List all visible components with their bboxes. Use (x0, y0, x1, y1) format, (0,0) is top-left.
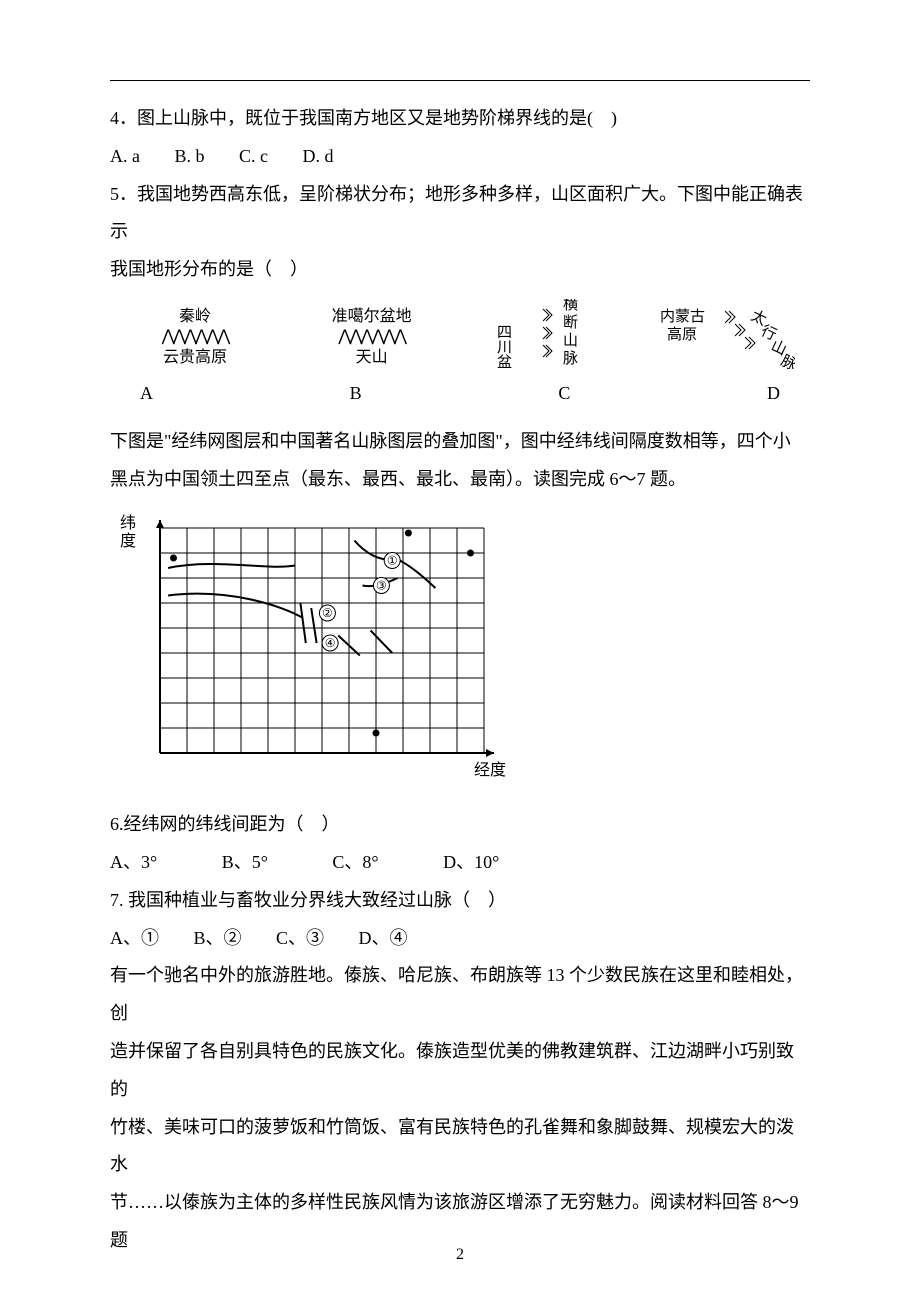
page-number: 2 (0, 1238, 920, 1272)
q5-figure-row: 秦岭 ⋀⋀⋀⋀⋀⋀ 云贵高原 准噶尔盆地 ⋀⋀⋀⋀⋀⋀ 天山 四川盆地 横 断 … (120, 299, 800, 369)
q5-panel-d: 内蒙古 高原 太 行 山 脉 (650, 299, 800, 369)
q4-options: A. a B. b C. c D. d (110, 138, 810, 176)
q5-text-1: 5．我国地势西高东低，呈阶梯状分布；地形多种多样，山区面积广大。下图中能正确表示 (110, 176, 810, 252)
svg-text:横: 横 (563, 299, 578, 313)
q6-options: A、3° B、5° C、8° D、10° (110, 844, 810, 882)
q7-opt-a: A、① (110, 928, 159, 948)
svg-text:断: 断 (563, 314, 578, 331)
q5-b-bottom: 天山 (356, 348, 388, 369)
q5-a-bottom: 云贵高原 (163, 348, 227, 369)
q6-opt-c: C、8° (332, 852, 378, 872)
svg-text:四川盆地: 四川盆地 (495, 324, 512, 369)
q7-opt-b: B、② (194, 928, 242, 948)
svg-text:度: 度 (120, 532, 136, 550)
q5-a-mountain-icon: ⋀⋀⋀⋀⋀⋀ (162, 327, 229, 348)
svg-text:①: ① (387, 554, 398, 568)
svg-text:经度: 经度 (474, 761, 506, 779)
q5-label-d: D (767, 375, 780, 413)
q4-opt-c: C. c (239, 146, 268, 166)
q6-opt-b: B、5° (222, 852, 268, 872)
grid-svg: 纬度经度 ① ② ③ ④ (110, 508, 510, 788)
q5-b-mountain-icon: ⋀⋀⋀⋀⋀⋀ (338, 327, 405, 348)
q5-label-a: A (140, 375, 153, 413)
svg-text:③: ③ (376, 579, 387, 593)
p89-l2: 造并保留了各自别具特色的民族文化。傣族造型优美的佛教建筑群、江边湖畔小巧别致的 (110, 1033, 810, 1109)
svg-text:脉: 脉 (563, 350, 578, 367)
q4-opt-b: B. b (175, 146, 205, 166)
q5-c-svg: 四川盆地 横 断 山 脉 (488, 299, 608, 369)
svg-text:④: ④ (325, 636, 336, 650)
q5-label-b: B (350, 375, 362, 413)
q5-panel-b: 准噶尔盆地 ⋀⋀⋀⋀⋀⋀ 天山 (297, 307, 447, 369)
svg-text:内蒙古: 内蒙古 (660, 308, 705, 325)
svg-text:②: ② (322, 606, 333, 620)
q7-text: 7. 我国种植业与畜牧业分界线大致经过山脉（ ） (110, 882, 810, 920)
intro67-l2: 黑点为中国领土四至点（最东、最西、最北、最南）。读图完成 6～7 题。 (110, 461, 810, 499)
q5-label-c: C (558, 375, 570, 413)
p89-l1: 有一个驰名中外的旅游胜地。傣族、哈尼族、布朗族等 13 个少数民族在这里和睦相处… (110, 957, 810, 1033)
grid-figure: 纬度经度 ① ② ③ ④ (110, 508, 810, 802)
q6-text: 6.经纬网的纬线间距为（ ） (110, 806, 810, 844)
q7-opt-d: D、④ (359, 928, 408, 948)
q5-b-top: 准噶尔盆地 (332, 307, 412, 328)
svg-text:高原: 高原 (667, 326, 697, 343)
q5-text-2: 我国地形分布的是（ ） (110, 251, 810, 289)
q6-opt-a: A、3° (110, 852, 157, 872)
q4-opt-a: A. a (110, 146, 140, 166)
q4-opt-d: D. d (303, 146, 334, 166)
q5-a-top: 秦岭 (179, 307, 211, 328)
q5-d-svg: 内蒙古 高原 太 行 山 脉 (655, 299, 795, 369)
p89-l3: 竹楼、美味可口的菠萝饭和竹筒饭、富有民族特色的孔雀舞和象脚鼓舞、规模宏大的泼水 (110, 1109, 810, 1185)
q7-opt-c: C、③ (276, 928, 324, 948)
q4-text: 4．图上山脉中，既位于我国南方地区又是地势阶梯界线的是( ) (110, 100, 810, 138)
q5-label-row: A B C D (140, 375, 780, 413)
svg-text:纬: 纬 (120, 514, 136, 532)
svg-text:山: 山 (563, 332, 578, 349)
q6-opt-d: D、10° (443, 852, 499, 872)
q5-panel-a: 秦岭 ⋀⋀⋀⋀⋀⋀ 云贵高原 (120, 307, 270, 369)
q5-panel-c: 四川盆地 横 断 山 脉 (473, 299, 623, 369)
intro67-l1: 下图是"经纬网图层和中国著名山脉图层的叠加图"，图中经纬线间隔度数相等，四个小 (110, 423, 810, 461)
q7-options: A、① B、② C、③ D、④ (110, 920, 810, 958)
